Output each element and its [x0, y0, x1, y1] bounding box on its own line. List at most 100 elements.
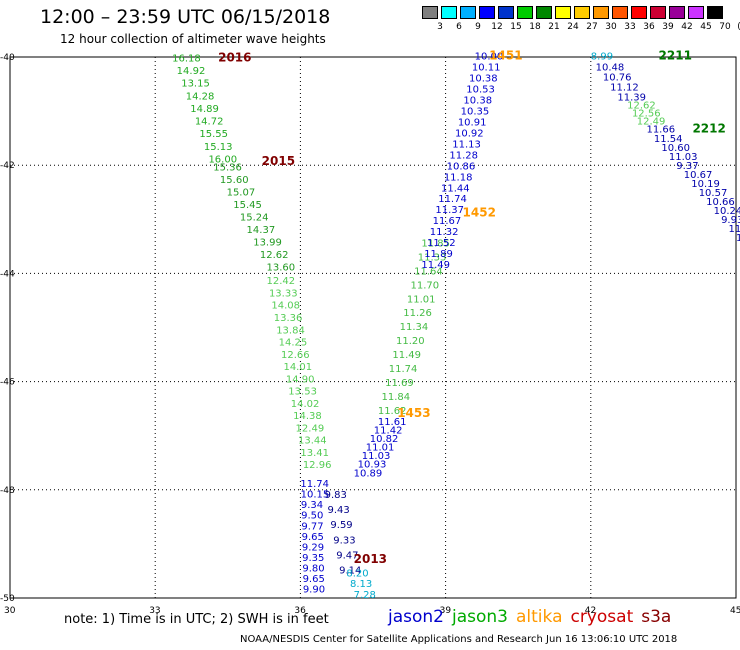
lat-label: -50 — [0, 594, 15, 604]
color-swatch — [612, 6, 628, 19]
swh-value: 14.38 — [293, 411, 322, 422]
swh-value: 11.32 — [430, 227, 459, 238]
swh-value: 9.83 — [325, 490, 347, 501]
color-scale-label: 6 — [456, 22, 462, 32]
color-scale-label: 45 — [700, 22, 712, 32]
legend-entry: cryosat — [570, 607, 634, 627]
color-swatch — [593, 6, 609, 19]
swh-value: 9.65 — [302, 532, 324, 543]
color-scale-label: 24 — [567, 22, 579, 32]
swh-value: 10.24 — [714, 206, 740, 217]
track-label: 2013 — [354, 552, 387, 566]
swh-value: 11.34 — [400, 322, 429, 333]
swh-value: 11.84 — [381, 392, 410, 403]
legend-entry: altika — [516, 607, 563, 627]
swh-value: 10.91 — [458, 117, 487, 128]
swh-value: 10.67 — [684, 170, 713, 181]
swh-value: 9.14 — [339, 566, 361, 577]
swh-value: 9.65 — [303, 574, 325, 585]
swh-value: 13.60 — [267, 263, 296, 274]
swh-value: 10.38 — [469, 74, 498, 85]
color-swatch — [707, 6, 723, 19]
color-swatch — [517, 6, 533, 19]
color-scale-label: 42 — [681, 22, 693, 32]
color-scale-label: 15 — [510, 22, 522, 32]
lat-label: -40 — [0, 53, 15, 63]
swh-value: 10.82 — [370, 434, 399, 445]
legend-entry: jason2 — [388, 607, 444, 627]
swh-value: 13.84 — [276, 325, 305, 336]
color-swatch — [574, 6, 590, 19]
color-scale-label: 9 — [475, 22, 481, 32]
track-label: 2016 — [218, 50, 251, 64]
credit-line: NOAA/NESDIS Center for Satellite Applica… — [240, 634, 678, 645]
color-scale-label: 39 — [662, 22, 674, 32]
color-scale-label: 3 — [437, 22, 443, 32]
legend-entry: jason3 — [452, 607, 508, 627]
swh-value: 11.03 — [362, 451, 391, 462]
swh-value: 12.49 — [296, 423, 325, 434]
swh-value: 10.48 — [596, 63, 625, 74]
note-text: note: 1) Time is in UTC; 2) SWH is in fe… — [64, 612, 329, 627]
swh-value: 11.89 — [424, 249, 453, 260]
swh-value: 11.01 — [366, 443, 395, 454]
swh-value: 10.92 — [455, 128, 484, 139]
color-swatch — [631, 6, 647, 19]
map-subtitle: 12 hour collection of altimeter wave hei… — [60, 32, 326, 46]
swh-value: 14.90 — [286, 374, 315, 385]
swh-value: 14.37 — [247, 225, 276, 236]
swh-value: 14.01 — [283, 362, 312, 373]
swh-value: 15.24 — [240, 213, 269, 224]
swh-value: 8.20 — [346, 568, 368, 579]
swh-value: 11.62 — [378, 406, 407, 417]
swh-value: 11.26 — [403, 308, 432, 319]
swh-value: 10.53 — [466, 85, 495, 96]
swh-value: 9.59 — [330, 520, 352, 531]
color-swatch — [555, 6, 571, 19]
track-label: 1451 — [489, 49, 522, 63]
swh-value: 13.44 — [298, 436, 327, 447]
track-label: 2211 — [659, 49, 692, 63]
swh-value: 15.60 — [220, 175, 249, 186]
swh-value: 11.20 — [396, 336, 425, 347]
swh-value: 10 — [736, 233, 740, 244]
swh-value: 11.66 — [646, 125, 675, 136]
color-swatch — [479, 6, 495, 19]
swh-value: 8.13 — [350, 579, 372, 590]
swh-value: 10.15 — [301, 490, 330, 501]
color-scale-label: 30 — [605, 22, 617, 32]
swh-value: 15.55 — [199, 129, 228, 140]
swh-value: 11.37 — [435, 205, 464, 216]
swh-value: 13.99 — [253, 238, 282, 249]
swh-value: 13.36 — [274, 313, 303, 324]
swh-value: 8.99 — [591, 52, 613, 63]
swh-value: 9.43 — [328, 505, 350, 516]
swh-value: 11.49 — [421, 260, 450, 271]
track-label: 1452 — [463, 206, 496, 220]
lon-label: 45 — [730, 606, 740, 616]
swh-value: 15.07 — [227, 188, 256, 199]
swh-value: 11.52 — [427, 238, 456, 249]
map-title: 12:00 – 23:59 UTC 06/15/2018 — [40, 6, 331, 28]
swh-value: 10.86 — [447, 161, 476, 172]
swh-value: 10.76 — [603, 72, 632, 83]
swh-value: 10.00 — [475, 52, 504, 63]
swh-value: 10.60 — [661, 143, 690, 154]
color-scale-label: 27 — [586, 22, 598, 32]
swh-value: 11.13 — [452, 139, 481, 150]
swh-value: 12.96 — [303, 460, 332, 471]
lon-label: 33 — [149, 606, 160, 616]
swh-value: 14.08 — [271, 301, 300, 312]
color-swatch — [422, 6, 438, 19]
swh-value: 9.35 — [302, 553, 324, 564]
color-swatch — [460, 6, 476, 19]
swh-value: 11.33 — [418, 252, 447, 263]
swh-value: 16.18 — [172, 53, 201, 64]
color-scale-label: (ft) — [732, 22, 740, 32]
swh-value: 10.19 — [691, 179, 720, 190]
lat-label: -48 — [0, 486, 15, 496]
color-swatch — [441, 6, 457, 19]
swh-value: 11.28 — [449, 150, 478, 161]
swh-value: 11.12 — [610, 82, 639, 93]
